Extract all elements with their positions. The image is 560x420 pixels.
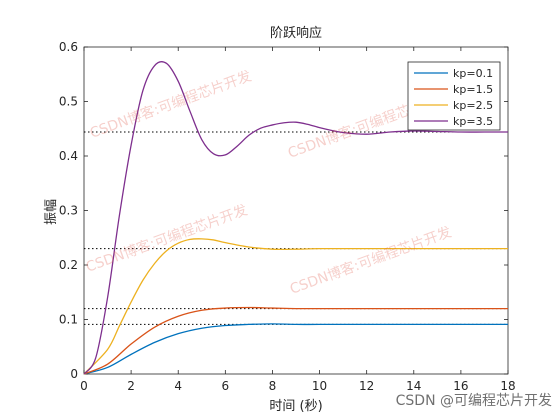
series-line-kp=1.5	[83, 306, 508, 375]
y-tick-label: 0.4	[59, 149, 78, 163]
x-tick-label: 0	[80, 379, 88, 393]
y-axis-label: 振幅	[44, 199, 59, 225]
y-tick-label: 0.1	[59, 313, 78, 327]
footer-watermark: CSDN @可编程芯片开发	[396, 393, 552, 409]
series-line-kp=2.5	[83, 238, 508, 375]
response-series	[83, 61, 508, 375]
y-tick-label: 0.5	[59, 95, 78, 109]
y-tick-label: 0.3	[59, 204, 78, 218]
x-tick-label: 6	[222, 379, 230, 393]
x-tick-label: 14	[406, 379, 421, 393]
legend-items: kp=0.1 kp=1.5 kp=2.5 kp=3.5	[414, 67, 493, 128]
series-line-kp=3.5	[83, 61, 508, 375]
legend-label: kp=1.5	[453, 83, 493, 96]
legend: kp=0.1 kp=1.5 kp=2.5 kp=3.5	[407, 61, 501, 131]
x-tick-label: 18	[500, 379, 515, 393]
y-tick-label: 0.2	[59, 258, 78, 272]
y-tick-label: 0.6	[59, 40, 78, 54]
axis-ticks: 0 2 4 6 8 10 12 14 16 18 0 0.1 0.2 0.3 0.4 0.5 0.6	[59, 40, 516, 393]
x-tick-label: 8	[269, 379, 277, 393]
legend-label: kp=0.1	[453, 67, 493, 80]
y-tick-label: 0	[70, 367, 78, 381]
x-tick-label: 16	[453, 379, 468, 393]
x-tick-label: 4	[174, 379, 182, 393]
legend-label: kp=3.5	[453, 115, 493, 128]
series-line-kp=0.1	[83, 323, 508, 375]
legend-label: kp=2.5	[453, 99, 493, 112]
x-tick-label: 12	[359, 379, 374, 393]
x-tick-label: 2	[127, 379, 135, 393]
x-tick-label: 10	[312, 379, 327, 393]
x-axis-label: 时间 (秒)	[269, 399, 322, 414]
chart-title: 阶跃响应	[270, 25, 322, 41]
legend-box	[407, 61, 501, 131]
